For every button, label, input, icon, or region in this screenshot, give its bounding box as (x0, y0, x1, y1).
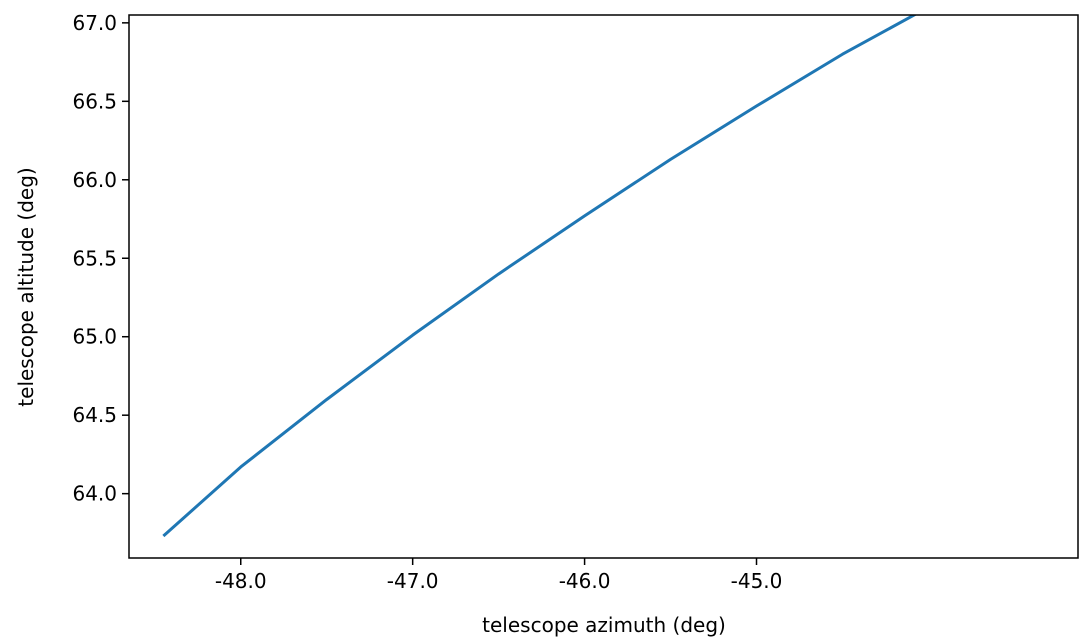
y-tick-label: 64.5 (72, 403, 117, 427)
y-tick-label: 67.0 (72, 11, 117, 35)
x-tick-label: -45.0 (731, 569, 783, 593)
y-axis: 64.0 64.5 65.0 65.5 66.0 66.5 67.0 (72, 11, 129, 506)
y-tick-label: 64.0 (72, 482, 117, 506)
x-tick-label: -48.0 (215, 569, 267, 593)
plot-background (129, 15, 1078, 558)
x-tick-label: -47.0 (387, 569, 439, 593)
y-tick-label: 66.5 (72, 89, 117, 113)
x-axis-label: telescope azimuth (deg) (482, 613, 726, 637)
y-tick-label: 65.0 (72, 325, 117, 349)
series-layer (162, 15, 918, 538)
plot-frame (128, 14, 1079, 559)
series-line-0 (162, 15, 918, 538)
x-tick-label: -46.0 (559, 569, 611, 593)
y-tick-label: 66.0 (72, 168, 117, 192)
x-axis: -48.0 -47.0 -46.0 -45.0 (215, 558, 783, 593)
y-axis-label: telescope altitude (deg) (14, 167, 38, 406)
y-tick-label: 65.5 (72, 246, 117, 270)
